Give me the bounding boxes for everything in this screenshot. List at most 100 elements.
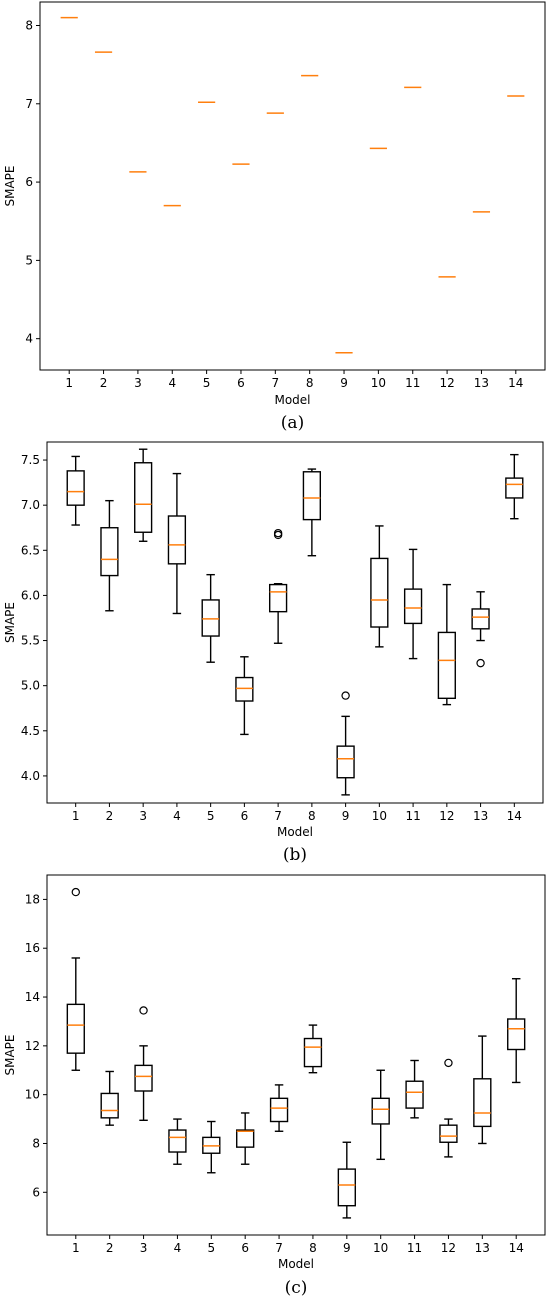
x-tick-label: 1 — [72, 809, 80, 823]
box-iqr — [268, 583, 288, 613]
x-tick-label: 10 — [372, 809, 387, 823]
y-tick-label: 4 — [25, 332, 33, 346]
box-model-4 — [168, 1118, 187, 1165]
y-tick-label: 16 — [25, 941, 40, 955]
y-tick-label: 6 — [25, 175, 33, 189]
x-tick-label: 2 — [106, 1241, 114, 1255]
box-model-6 — [235, 656, 254, 736]
x-tick-label: 14 — [508, 376, 523, 390]
y-tick-label: 10 — [25, 1088, 40, 1102]
box-model-7 — [269, 1084, 289, 1132]
x-tick-label: 8 — [309, 1241, 317, 1255]
x-tick-label: 14 — [507, 809, 522, 823]
x-tick-label: 11 — [407, 1241, 422, 1255]
x-tick-label: 10 — [373, 1241, 388, 1255]
x-tick-label: 4 — [173, 809, 181, 823]
box-model-9 — [336, 691, 355, 796]
box-iqr — [303, 1037, 323, 1068]
x-tick-label: 11 — [405, 809, 420, 823]
x-tick-label: 3 — [134, 376, 142, 390]
y-tick-label: 5 — [25, 253, 33, 267]
x-tick-label: 7 — [272, 376, 280, 390]
box-iqr — [336, 745, 355, 779]
box-iqr — [471, 608, 490, 630]
x-tick-label: 13 — [474, 376, 489, 390]
box-iqr — [370, 557, 389, 628]
box-iqr — [167, 515, 187, 565]
x-tick-label: 5 — [207, 1241, 215, 1255]
box-model-10 — [371, 1069, 390, 1161]
box-model-6 — [236, 1112, 255, 1165]
box-iqr — [134, 462, 153, 533]
box-iqr — [66, 1003, 85, 1054]
x-tick-label: 7 — [275, 1241, 283, 1255]
y-tick-label: 4.0 — [21, 769, 40, 783]
box-model-12 — [439, 1058, 458, 1158]
x-tick-label: 9 — [343, 1241, 351, 1255]
x-tick-label: 6 — [241, 809, 249, 823]
x-tick-label: 6 — [241, 1241, 249, 1255]
box-iqr — [337, 1168, 356, 1207]
y-tick-label: 7.5 — [21, 453, 40, 467]
y-axis-label: SMAPE — [3, 166, 17, 207]
outlier-point — [341, 691, 350, 700]
panel-caption: (b) — [283, 845, 307, 865]
box-model-5 — [202, 1120, 221, 1174]
outlier-point — [273, 528, 283, 538]
box-model-7 — [268, 528, 288, 644]
x-tick-label: 12 — [439, 376, 454, 390]
outlier-point — [71, 887, 80, 897]
box-model-3 — [134, 448, 153, 542]
chart-panel-2: 4.04.55.05.56.06.57.07.51 2 3 4 5 6 7 8 9 10 11 12 1… — [3, 441, 544, 865]
x-tick-label: 4 — [174, 1241, 182, 1255]
x-tick-label: 4 — [168, 376, 176, 390]
box-iqr — [403, 588, 423, 625]
box-model-5 — [201, 573, 220, 663]
box-model-1 — [66, 887, 85, 1071]
box-model-11 — [403, 548, 423, 660]
x-tick-label: 13 — [473, 809, 488, 823]
x-tick-label: 9 — [340, 376, 348, 390]
x-tick-label: 1 — [72, 1241, 80, 1255]
box-model-3 — [134, 1006, 153, 1121]
y-tick-label: 5.0 — [21, 679, 40, 693]
x-tick-label: 3 — [139, 809, 147, 823]
box-model-14 — [507, 978, 526, 1084]
y-axis-label: SMAPE — [3, 1035, 17, 1076]
y-tick-label: 7 — [25, 97, 33, 111]
panel-caption: (a) — [281, 413, 304, 433]
x-tick-label: 2 — [100, 376, 108, 390]
x-tick-label: 1 — [65, 376, 73, 390]
x-tick-label: 7 — [274, 809, 282, 823]
box-iqr — [100, 527, 119, 577]
box-model-14 — [505, 453, 524, 520]
box-iqr — [236, 1129, 255, 1148]
box-iqr — [134, 1064, 153, 1092]
box-iqr — [168, 1129, 187, 1153]
y-tick-label: 8 — [25, 18, 33, 32]
y-tick-label: 6.5 — [21, 543, 40, 557]
box-model-11 — [405, 1059, 424, 1119]
x-axis-label: Model — [277, 825, 313, 839]
x-tick-label: 6 — [237, 376, 245, 390]
box-model-13 — [471, 591, 490, 668]
box-model-1 — [66, 455, 85, 526]
x-tick-label: 5 — [203, 376, 211, 390]
y-axis-label: SMAPE — [3, 602, 17, 643]
box-iqr — [507, 1018, 526, 1051]
x-tick-label: 14 — [509, 1241, 524, 1255]
box-model-10 — [370, 525, 389, 648]
x-tick-label: 8 — [306, 376, 314, 390]
y-tick-label: 6 — [32, 1185, 40, 1199]
box-iqr — [439, 1124, 458, 1143]
y-tick-label: 4.5 — [21, 724, 40, 738]
y-tick-label: 5.5 — [21, 634, 40, 648]
plot-frame — [46, 874, 546, 1236]
outlier-point — [476, 658, 485, 668]
x-axis-label: Model — [278, 1257, 314, 1271]
x-tick-label: 12 — [441, 1241, 456, 1255]
outlier-point — [139, 1006, 148, 1015]
box-iqr — [66, 470, 85, 506]
